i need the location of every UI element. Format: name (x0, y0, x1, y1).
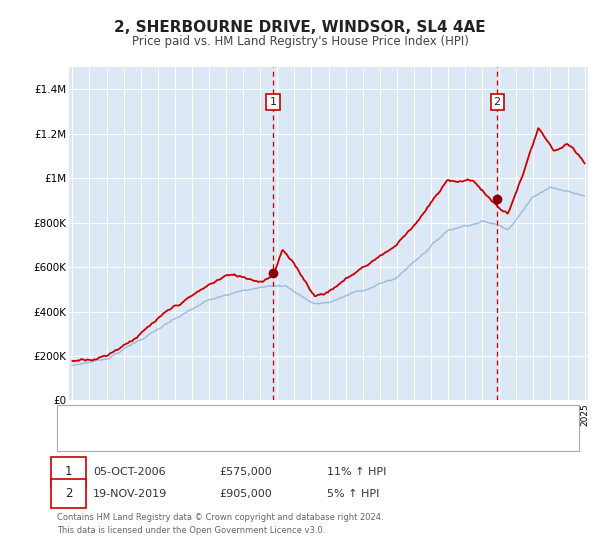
Text: £905,000: £905,000 (219, 489, 272, 499)
Text: 5% ↑ HPI: 5% ↑ HPI (327, 489, 379, 499)
Text: 19-NOV-2019: 19-NOV-2019 (93, 489, 167, 499)
Text: 1: 1 (269, 97, 277, 107)
Text: Price paid vs. HM Land Registry's House Price Index (HPI): Price paid vs. HM Land Registry's House … (131, 35, 469, 48)
Text: Contains HM Land Registry data © Crown copyright and database right 2024.: Contains HM Land Registry data © Crown c… (57, 513, 383, 522)
Text: HPI: Average price, detached house, Windsor and Maidenhead: HPI: Average price, detached house, Wind… (98, 433, 424, 444)
Text: 2, SHERBOURNE DRIVE, WINDSOR, SL4 4AE (detached house): 2, SHERBOURNE DRIVE, WINDSOR, SL4 4AE (d… (98, 413, 421, 423)
Text: 2: 2 (65, 487, 72, 501)
Text: 1: 1 (65, 465, 72, 478)
Text: 2: 2 (494, 97, 501, 107)
Text: 05-OCT-2006: 05-OCT-2006 (93, 466, 166, 477)
Text: £575,000: £575,000 (219, 466, 272, 477)
Text: 11% ↑ HPI: 11% ↑ HPI (327, 466, 386, 477)
Text: 2, SHERBOURNE DRIVE, WINDSOR, SL4 4AE: 2, SHERBOURNE DRIVE, WINDSOR, SL4 4AE (114, 20, 486, 35)
Text: This data is licensed under the Open Government Licence v3.0.: This data is licensed under the Open Gov… (57, 526, 325, 535)
